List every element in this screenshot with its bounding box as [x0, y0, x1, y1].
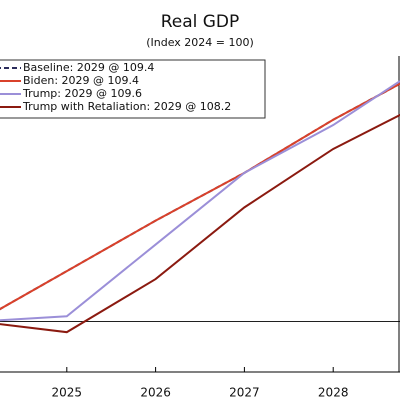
legend-label: Trump: 2029 @ 109.6 [22, 87, 142, 100]
x-tick-label: 2026 [140, 386, 171, 400]
x-tick-label: 2027 [229, 386, 260, 400]
legend-box [0, 59, 266, 119]
legend-label: Biden: 2029 @ 109.4 [23, 74, 139, 87]
x-tick-label: 2028 [318, 386, 349, 400]
legend-label: Trump with Retaliation: 2029 @ 108.2 [22, 100, 231, 113]
plot-area: 2025 2026 2027 2028 [0, 56, 400, 400]
series-line [0, 79, 400, 322]
series-line [0, 113, 400, 334]
chart-title: Real GDP [161, 12, 240, 32]
chart-subtitle: (Index 2024 = 100) [146, 36, 254, 49]
series-line [0, 82, 400, 311]
x-tick-label: 2025 [52, 386, 83, 400]
legend-label: Baseline: 2029 @ 109.4 [23, 61, 154, 74]
